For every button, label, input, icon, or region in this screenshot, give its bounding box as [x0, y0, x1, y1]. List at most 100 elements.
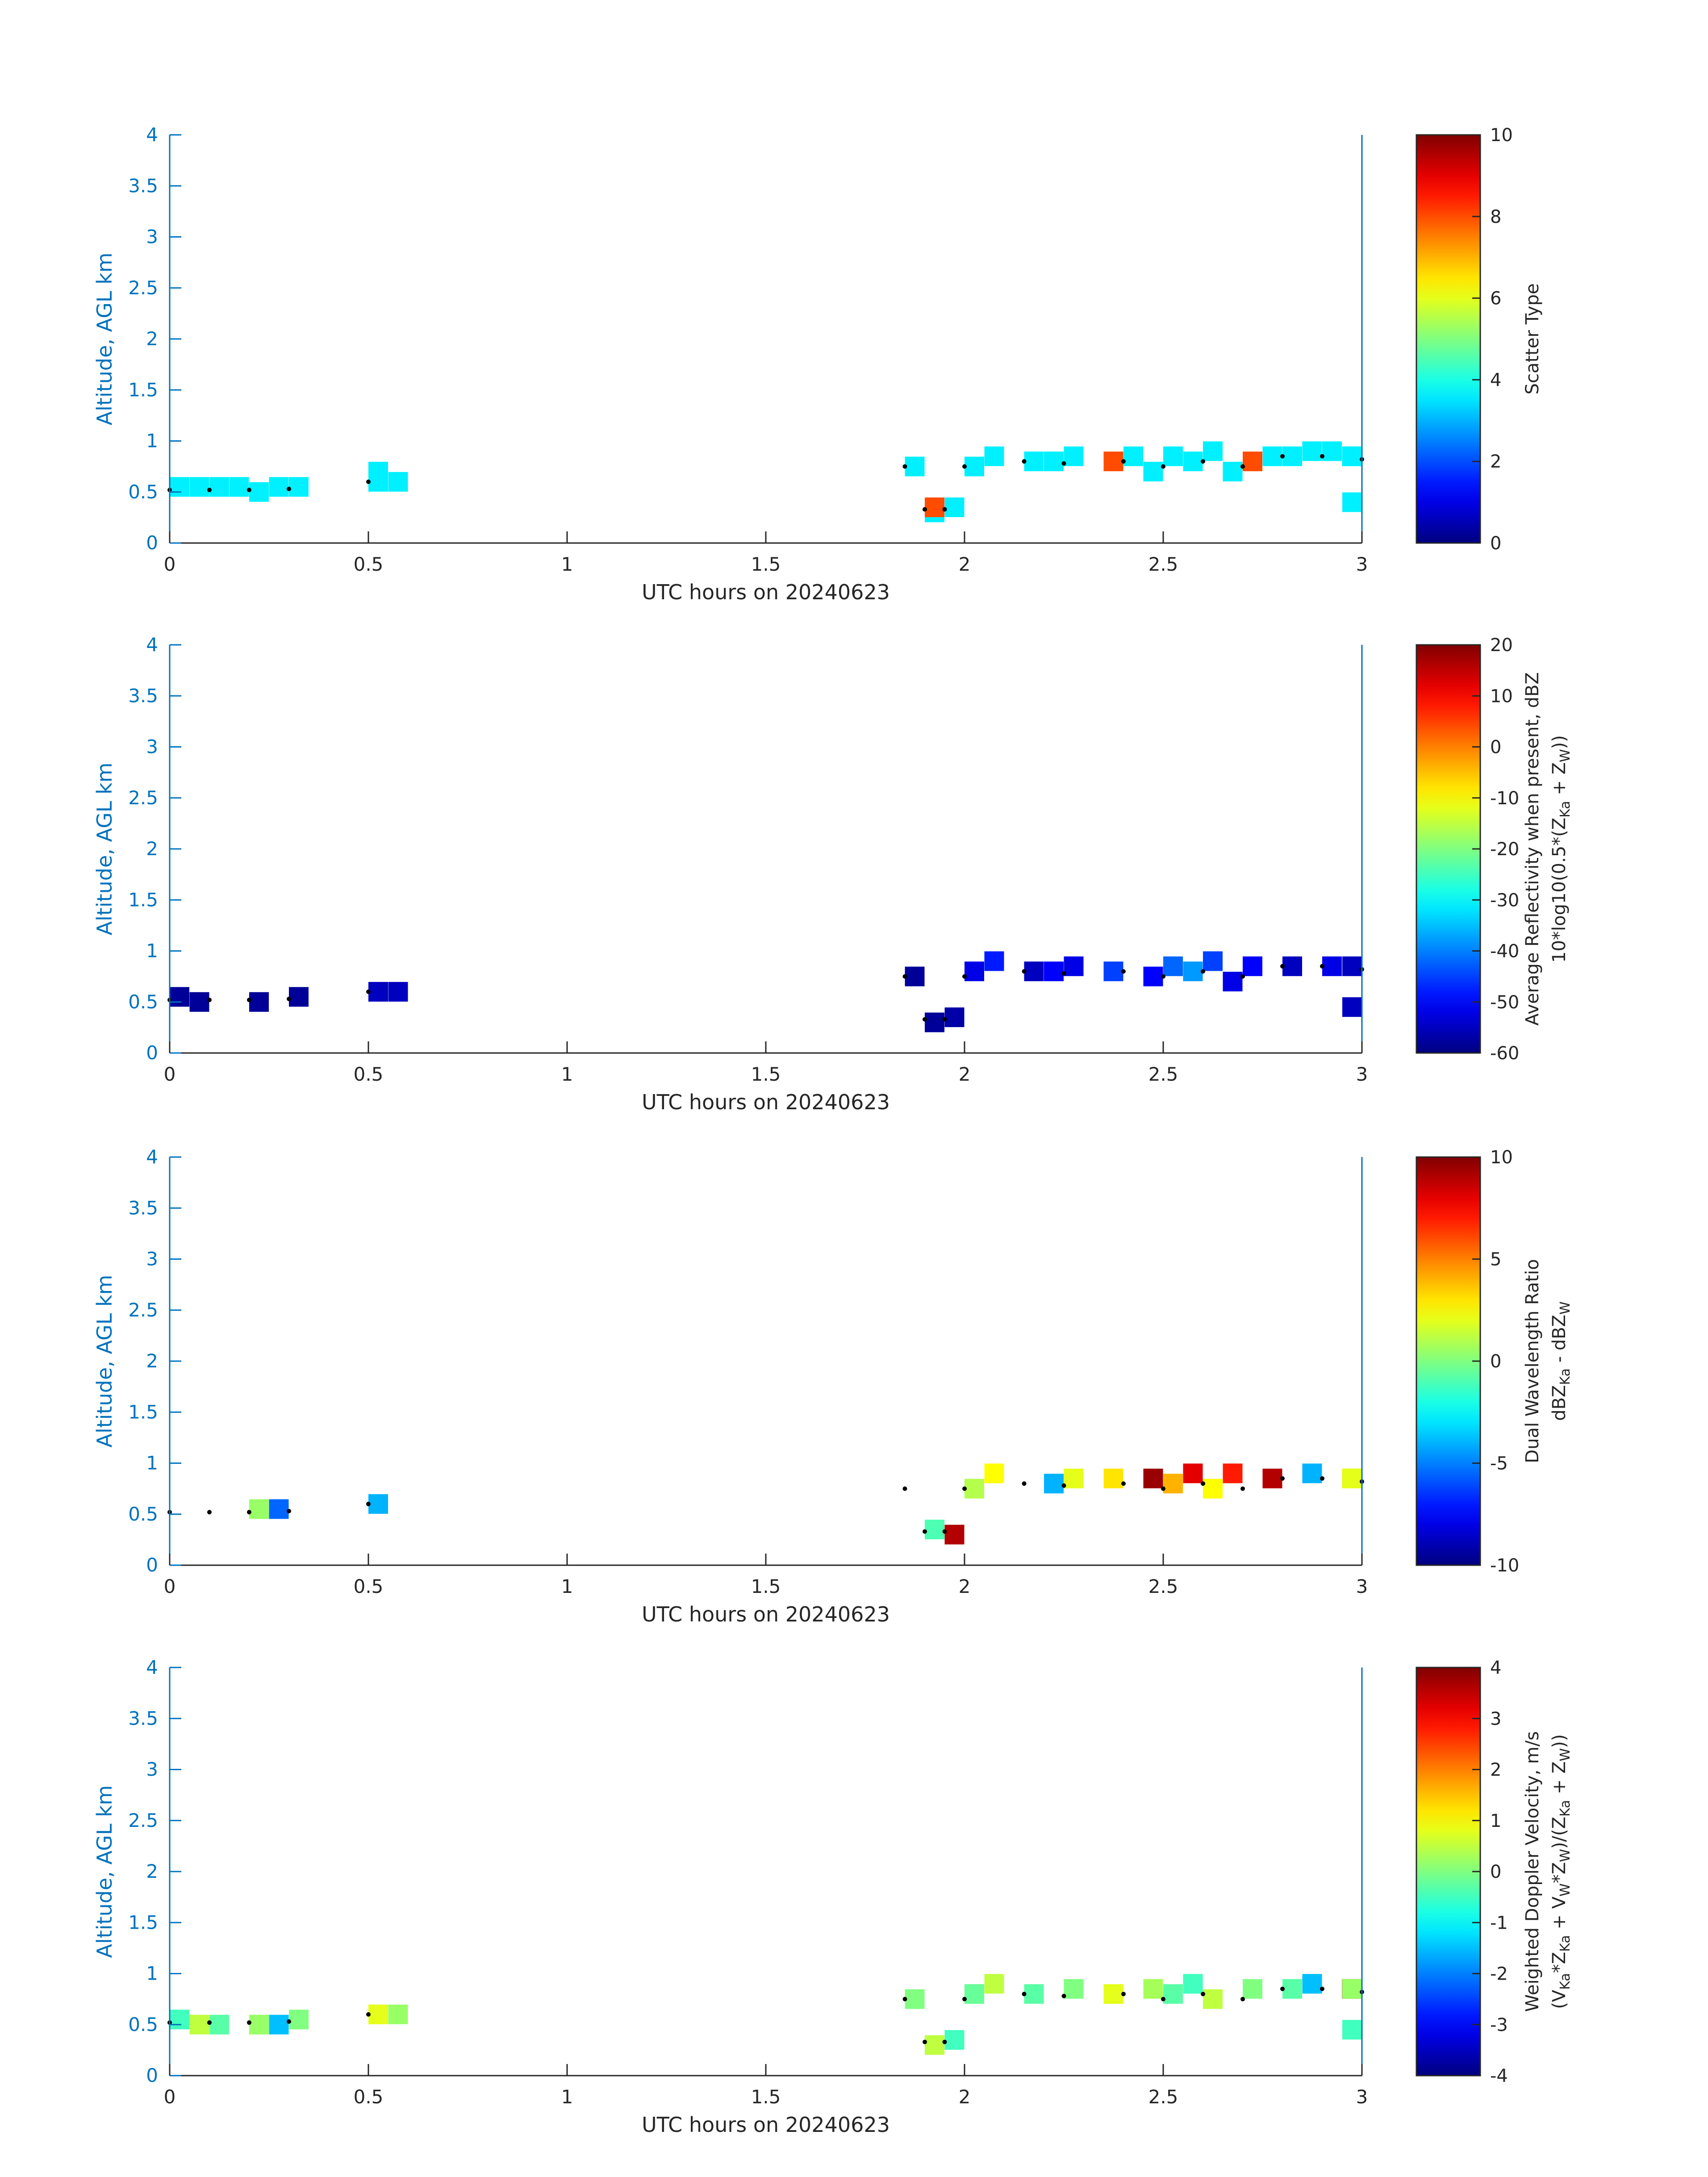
data-cell: [965, 961, 984, 982]
y-tick-label: 0.5: [128, 991, 158, 1013]
colorbar-tick-label: 2: [1490, 451, 1501, 472]
y-tick-label: 3.5: [128, 1707, 158, 1729]
x-tick-label: 1: [561, 1063, 573, 1085]
colorbar-tick-label: 5: [1490, 1249, 1501, 1270]
y-tick-label: 3.5: [128, 1197, 158, 1219]
colorbar-tick-label: -3: [1490, 2015, 1508, 2035]
track-point: [1121, 1992, 1126, 1997]
track-point: [207, 488, 212, 493]
track-point: [247, 2020, 251, 2025]
x-tick-label: 1.5: [751, 2086, 781, 2108]
track-point: [902, 464, 907, 469]
data-cell: [984, 951, 1004, 971]
x-tick-label: 0: [164, 2086, 176, 2108]
x-tick-label: 2.5: [1148, 1063, 1178, 1085]
colorbar-gradient: [1416, 1156, 1481, 1566]
data-cell: [1322, 441, 1342, 461]
data-cell: [1163, 1474, 1183, 1494]
track-point: [923, 1529, 927, 1534]
data-cell: [1163, 446, 1183, 466]
colorbar-formula: dBZKa - dBZW: [1549, 1301, 1573, 1421]
altitude-track: [167, 454, 1364, 512]
track-point: [1061, 971, 1066, 976]
track-point: [1061, 1993, 1066, 1998]
colorbar: -10 -5 0 5 10 Dual Wavelength Ratio dBZKa - dB…: [1416, 1147, 1573, 1576]
y-tick-label: 2.5: [128, 277, 158, 299]
data-cell: [269, 2014, 289, 2035]
data-cell: [1123, 446, 1143, 466]
x-tick-label: 2.5: [1148, 553, 1178, 575]
y-tick-label: 4: [146, 1146, 158, 1168]
data-cell: [1024, 451, 1044, 472]
data-cell: [984, 446, 1004, 466]
track-point: [1320, 1986, 1324, 1991]
data-cell: [1342, 446, 1362, 466]
data-cell: [1223, 972, 1243, 992]
x-tick-label: 1: [561, 1575, 573, 1597]
track-point: [1280, 964, 1285, 969]
colorbar-tick-label: -30: [1490, 890, 1519, 911]
x-tick-label: 3: [1356, 1063, 1368, 1085]
track-point: [1061, 1483, 1066, 1488]
data-cell: [1044, 1474, 1064, 1494]
data-cells: [249, 1463, 1362, 1545]
data-cell: [905, 456, 925, 476]
y-tick-label: 2: [146, 1350, 158, 1372]
data-cell: [388, 982, 408, 1002]
track-point: [962, 974, 967, 979]
x-tick-label: 0: [164, 553, 176, 575]
track-point: [902, 1486, 907, 1491]
data-cell: [1103, 1984, 1123, 2004]
panel-1: 0 0.5 1 1.5 2 2.5 3 3.5 4 0 0.5 1 1.5 2 2.5 3 UTC hours …: [92, 124, 1543, 604]
data-cell: [1302, 441, 1322, 461]
data-cell: [1342, 492, 1362, 512]
data-cell: [925, 2035, 944, 2055]
x-tick-label: 0: [164, 1063, 176, 1085]
data-cell: [388, 472, 408, 492]
data-cell: [289, 477, 309, 497]
data-cell: [1262, 446, 1282, 466]
track-point: [247, 998, 251, 1003]
colorbar-gradient: [1416, 1667, 1481, 2077]
track-point: [1280, 1986, 1285, 1991]
y-axis-label: Altitude, AGL km: [92, 1785, 117, 1958]
x-tick-label: 0.5: [354, 553, 384, 575]
x-tick-label: 0.5: [354, 2086, 384, 2108]
data-cell: [209, 477, 229, 497]
track-point: [207, 998, 212, 1003]
y-tick-label: 1.5: [128, 889, 158, 911]
data-cell: [1342, 1468, 1362, 1488]
colorbar-label: Scatter Type: [1522, 284, 1543, 395]
colorbar-tick-label: 0: [1490, 737, 1501, 758]
colorbar-tick-label: 10: [1490, 1147, 1513, 1168]
track-point: [1280, 1476, 1285, 1481]
track-point: [1201, 459, 1205, 464]
track-point: [1061, 461, 1066, 466]
data-cells: [170, 441, 1362, 522]
data-cell: [388, 2004, 408, 2024]
colorbar-tick-label: 6: [1490, 288, 1501, 309]
data-cell: [1243, 451, 1262, 472]
y-tick-label: 0: [146, 1554, 158, 1576]
panel-3: 0 0.5 1 1.5 2 2.5 3 3.5 4 0 0.5 1 1.5 2 2.5 3 UTC hours …: [92, 1146, 1573, 1626]
track-point: [1201, 1992, 1205, 1997]
colorbar-tick-label: -4: [1490, 2066, 1508, 2086]
x-tick-label: 2: [959, 553, 971, 575]
colorbar-tick-label: 0: [1490, 1862, 1501, 1882]
x-tick-label: 1: [561, 553, 573, 575]
track-point: [1161, 464, 1165, 469]
y-axis-label: Altitude, AGL km: [92, 1274, 117, 1447]
data-cell: [1024, 1984, 1044, 2004]
data-cell: [1203, 1479, 1223, 1499]
track-point: [1240, 464, 1245, 469]
colorbar-tick-label: 10: [1490, 686, 1513, 706]
data-cell: [289, 987, 309, 1007]
data-cell: [1103, 961, 1123, 982]
y-tick-label: 3: [146, 226, 158, 248]
track-point: [207, 2020, 212, 2025]
x-tick-label: 3: [1356, 2086, 1368, 2108]
track-point: [942, 2039, 947, 2044]
data-cell: [249, 2014, 269, 2035]
track-point: [1201, 1481, 1205, 1486]
